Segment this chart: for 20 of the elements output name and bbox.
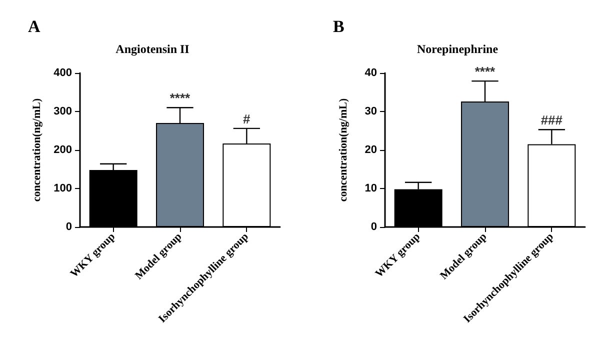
annotation: ****: [474, 64, 496, 80]
text: A: [28, 17, 41, 36]
y-tick-label: 400: [54, 67, 72, 79]
y-tick-label: 300: [54, 106, 72, 118]
y-tick-label: 100: [54, 182, 72, 194]
annotation: ****: [170, 90, 192, 106]
text: B: [333, 17, 344, 36]
y-tick-label: 30: [364, 106, 377, 118]
y-axis-title: concentration(ng/mL): [338, 98, 350, 202]
y-tick-label: 40: [364, 67, 377, 79]
y-tick-label: 10: [364, 182, 377, 194]
chart-title: Norepinephrine: [416, 42, 499, 56]
y-tick-label: 200: [54, 144, 72, 156]
y-tick-label: 0: [66, 221, 72, 233]
y-tick-label: 20: [364, 144, 377, 156]
annotation: #: [243, 111, 252, 126]
y-tick-label: 0: [370, 221, 377, 233]
y-axis-title: concentration(ng/mL): [31, 98, 44, 202]
annotation: ###: [540, 112, 564, 128]
chart-title: Angiotensin II: [116, 42, 190, 56]
